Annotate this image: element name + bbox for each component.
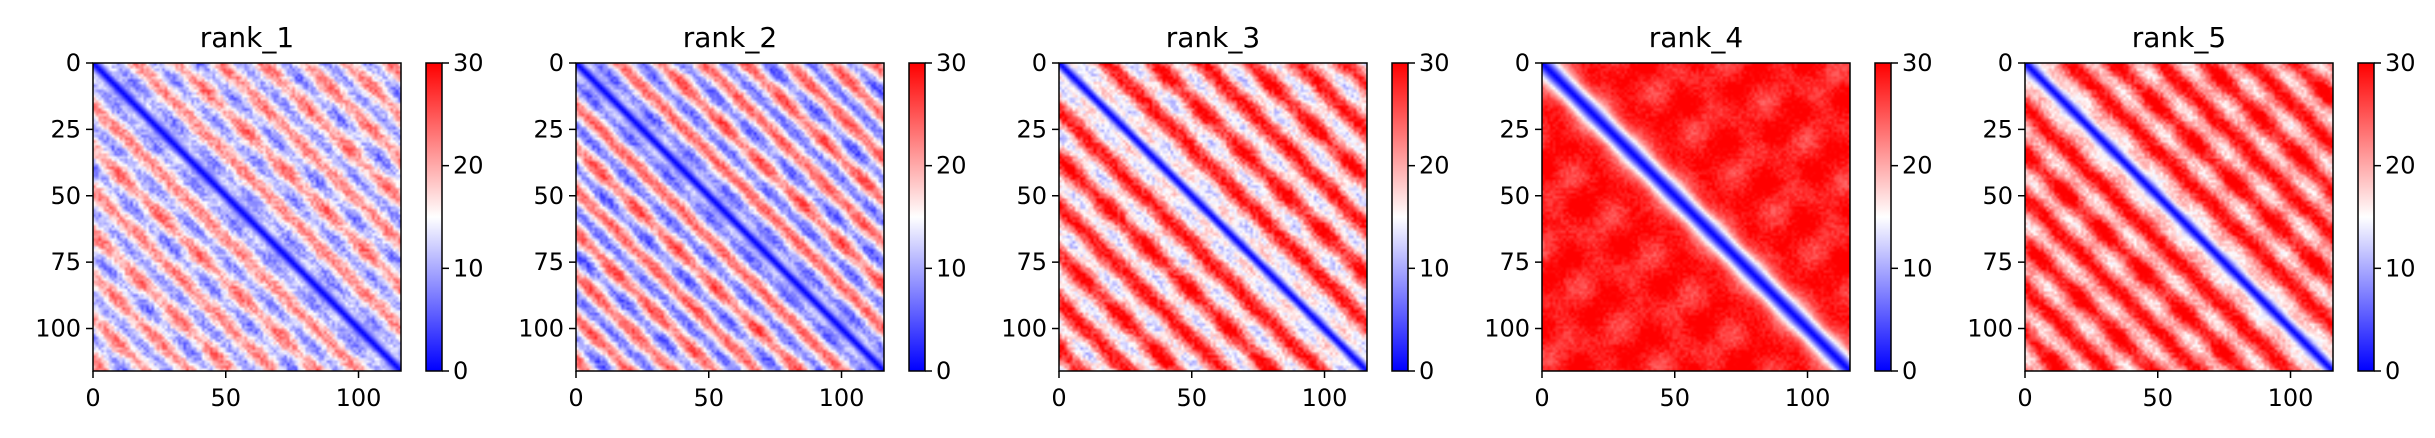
y-tick-label: 0	[66, 49, 81, 77]
colorbar-tick-label: 10	[1419, 254, 1450, 282]
panel-rank_2: rank_2 0 25 50 75 100 0 50 100 0 10 20 30	[518, 21, 966, 412]
panel-rank_4: rank_4 0 25 50 75 100 0 50 100 0 10 20 30	[1484, 21, 1932, 412]
y-tick-label: 25	[1499, 115, 1530, 143]
panel-rank_3: rank_3 0 25 50 75 100 0 50 100 0 10 20 30	[1001, 21, 1449, 412]
plot-frame	[92, 62, 402, 372]
panel-rank_1: rank_1 0 25 50 75 100 0 50 100 0 10 20 30	[35, 21, 483, 412]
colorbar-tick-label: 20	[1419, 152, 1450, 180]
y-tick-label: 75	[50, 248, 81, 276]
x-tick-label: 50	[1176, 384, 1207, 412]
colorbar-tick-label: 0	[1419, 357, 1434, 385]
y-tick-label: 25	[533, 115, 564, 143]
y-tick-label: 75	[533, 248, 564, 276]
y-tick-label: 100	[1967, 315, 2013, 343]
y-tick-label: 25	[50, 115, 81, 143]
colorbar-tick-label: 0	[1902, 357, 1917, 385]
y-tick-label: 50	[50, 182, 81, 210]
y-tick-label: 50	[1016, 182, 1047, 210]
colorbar-tick-label: 10	[453, 254, 484, 282]
y-tick-label: 0	[549, 49, 564, 77]
y-tick-label: 100	[35, 315, 81, 343]
x-tick-label: 100	[819, 384, 865, 412]
panel-title: rank_4	[1649, 21, 1743, 54]
colorbar-tick-label: 10	[2385, 254, 2416, 282]
colorbar-tick-label: 10	[1902, 254, 1933, 282]
panel-title: rank_5	[2132, 21, 2226, 54]
y-tick-label: 100	[1484, 315, 1530, 343]
x-tick-label: 0	[568, 384, 583, 412]
x-tick-label: 100	[1785, 384, 1831, 412]
heatmap-image	[1059, 63, 1367, 371]
colorbar-tick-label: 0	[936, 357, 951, 385]
panel-title: rank_1	[200, 21, 294, 54]
colorbar-tick-label: 0	[453, 357, 468, 385]
heatmap-image	[1542, 63, 1850, 371]
y-tick-label: 50	[1982, 182, 2013, 210]
y-tick-label: 50	[533, 182, 564, 210]
x-tick-label: 0	[85, 384, 100, 412]
colorbar	[908, 62, 926, 372]
y-tick-label: 25	[1982, 115, 2013, 143]
y-tick-label: 25	[1016, 115, 1047, 143]
plot-frame	[1058, 62, 1368, 372]
y-tick-label: 75	[1016, 248, 1047, 276]
colorbar-tick-label: 20	[2385, 152, 2416, 180]
panel-title: rank_2	[683, 21, 777, 54]
heatmap-image	[2025, 63, 2333, 371]
heatmap-image	[576, 63, 884, 371]
x-tick-label: 100	[336, 384, 382, 412]
colorbar-tick-label: 10	[936, 254, 967, 282]
colorbar-tick-label: 30	[2385, 49, 2416, 77]
x-tick-label: 50	[2142, 384, 2173, 412]
plot-frame	[575, 62, 885, 372]
colorbar-tick-label: 0	[2385, 357, 2400, 385]
y-tick-label: 100	[518, 315, 564, 343]
plot-frame	[2024, 62, 2334, 372]
colorbar-tick-label: 20	[453, 152, 484, 180]
colorbar-tick-label: 30	[453, 49, 484, 77]
x-tick-label: 50	[1659, 384, 1690, 412]
plot-frame	[1541, 62, 1851, 372]
y-tick-label: 0	[1515, 49, 1530, 77]
y-tick-label: 0	[1998, 49, 2013, 77]
x-tick-label: 100	[1302, 384, 1348, 412]
panel-title: rank_3	[1166, 21, 1260, 54]
y-tick-label: 50	[1499, 182, 1530, 210]
x-tick-label: 100	[2268, 384, 2314, 412]
colorbar-tick-label: 30	[1419, 49, 1450, 77]
x-tick-label: 50	[210, 384, 241, 412]
colorbar-tick-label: 20	[936, 152, 967, 180]
x-tick-label: 0	[2017, 384, 2032, 412]
colorbar-tick-label: 30	[1902, 49, 1933, 77]
colorbar-tick-label: 20	[1902, 152, 1933, 180]
y-tick-label: 100	[1001, 315, 1047, 343]
colorbar	[425, 62, 443, 372]
y-tick-label: 75	[1982, 248, 2013, 276]
y-tick-label: 75	[1499, 248, 1530, 276]
x-tick-label: 0	[1534, 384, 1549, 412]
colorbar	[1391, 62, 1409, 372]
x-tick-label: 50	[693, 384, 724, 412]
panel-rank_5: rank_5 0 25 50 75 100 0 50 100 0 10 20 30	[1967, 21, 2415, 412]
colorbar	[2357, 62, 2375, 372]
colorbar	[1874, 62, 1892, 372]
colorbar-tick-label: 30	[936, 49, 967, 77]
x-tick-label: 0	[1051, 384, 1066, 412]
heatmap-image	[93, 63, 401, 371]
y-tick-label: 0	[1032, 49, 1047, 77]
